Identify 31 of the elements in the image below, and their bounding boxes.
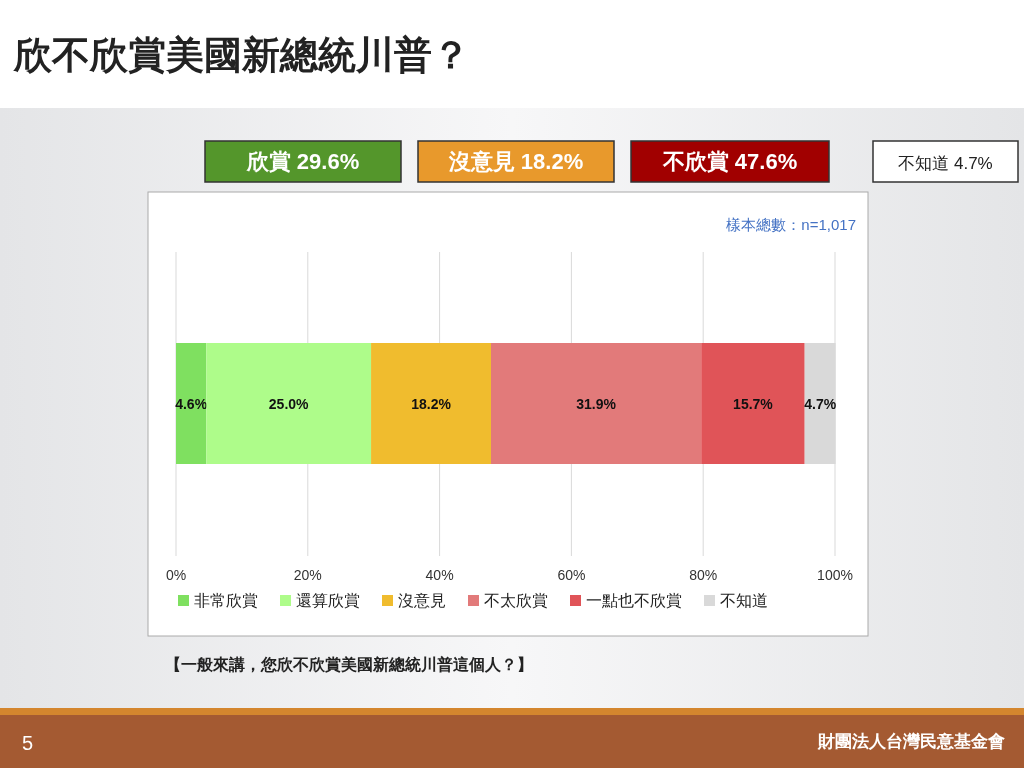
text: 欣賞 29.6% bbox=[245, 149, 360, 174]
legend-label: 不知道 bbox=[720, 592, 768, 609]
x-tick-label: 60% bbox=[557, 567, 586, 583]
bar bbox=[491, 343, 702, 464]
text: 5 bbox=[22, 732, 34, 754]
x-tick-label: 20% bbox=[293, 567, 322, 583]
legend-label: 還算欣賞 bbox=[296, 592, 360, 609]
legend-label: 非常欣賞 bbox=[194, 592, 258, 609]
data-label: 25.0% bbox=[268, 395, 310, 412]
text: 沒意見 18.2% bbox=[447, 149, 584, 174]
chart-title: 欣不欣賞美國新總統川普？ bbox=[13, 34, 470, 76]
legend-label: 沒意見 bbox=[398, 592, 446, 609]
x-tick-label: 40% bbox=[425, 567, 454, 583]
x-tick-label: 100% bbox=[817, 567, 853, 583]
text: 不欣賞 47.6% bbox=[661, 149, 798, 174]
data-label: 15.7% bbox=[733, 395, 774, 412]
bar bbox=[176, 343, 207, 464]
bar bbox=[371, 343, 491, 464]
legend-label: 一點也不欣賞 bbox=[586, 592, 682, 609]
data-label: 4.7% bbox=[804, 395, 837, 412]
x-tick-label: 0% bbox=[165, 567, 187, 583]
bar bbox=[206, 343, 372, 464]
data-label: 31.9% bbox=[576, 395, 617, 412]
legend-label: 不太欣賞 bbox=[484, 592, 548, 609]
data-label: 18.2% bbox=[411, 395, 452, 412]
bar bbox=[701, 343, 805, 464]
x-tick-label: 80% bbox=[689, 567, 718, 583]
text: 不知道 4.7% bbox=[898, 154, 993, 173]
text: 財團法人台灣民意基金會 bbox=[817, 732, 1005, 751]
text: 【一般來講，您欣不欣賞美國新總統川普這個人？】 bbox=[165, 655, 533, 673]
text: 樣本總數：n=1,017 bbox=[726, 216, 856, 233]
